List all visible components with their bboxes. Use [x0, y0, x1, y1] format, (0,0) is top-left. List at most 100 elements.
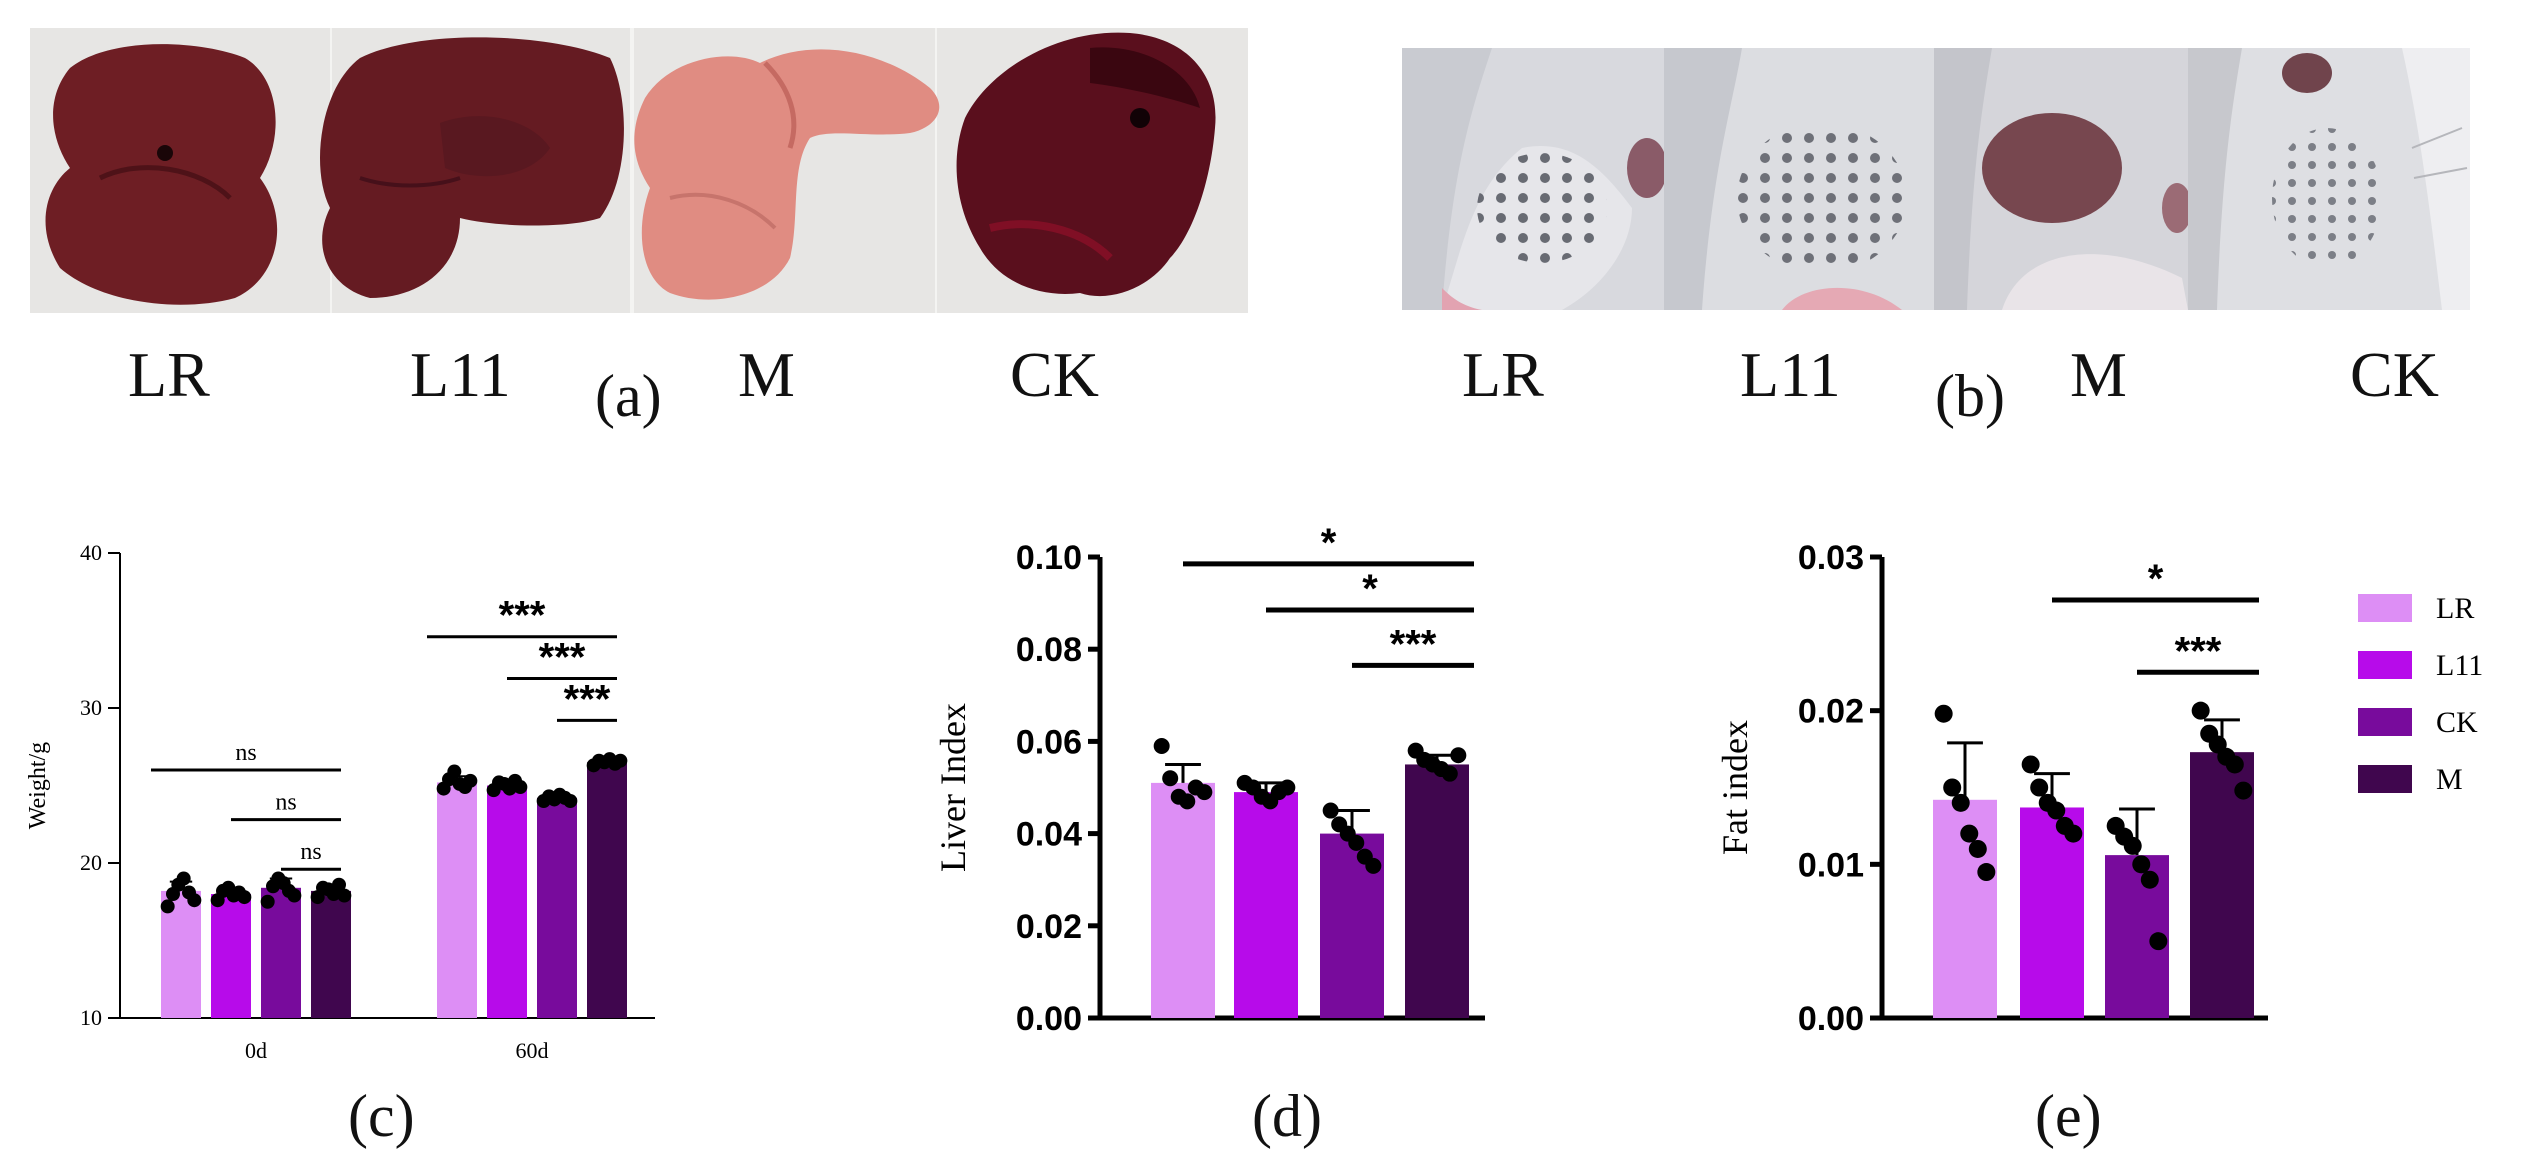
fat-L11-data-point: [2030, 778, 2049, 797]
liver-LR-bar: [1151, 782, 1215, 1018]
fat-M-data-point: [2191, 701, 2210, 720]
fat-L11-data-point: [2047, 801, 2066, 820]
liver-LR-data-point: [1179, 793, 1196, 810]
weight-60d-L11-data-point: [513, 780, 528, 795]
fat-sig-label: ***: [2175, 629, 2222, 673]
liver-label-ck: CK: [1010, 339, 1099, 410]
weight-60d-L11-bar: [487, 785, 527, 1018]
liver-photos: [30, 28, 1248, 313]
liver-LR-data-point: [1162, 770, 1179, 787]
fat-LR-data-point: [1934, 704, 1953, 723]
fat-CK-data-point: [2123, 836, 2142, 855]
liver-sig-label: *: [1362, 567, 1378, 611]
weight-ytick-label: 30: [80, 695, 102, 720]
fat-L11-data-point: [2064, 824, 2083, 843]
weight-sig-label: ***: [564, 677, 611, 721]
weight-0d-CK-data-point: [260, 894, 275, 909]
legend-label-m: M: [2436, 763, 2463, 796]
weight-ytick-label: 40: [80, 540, 102, 565]
weight-0d-CK-data-point: [287, 888, 302, 903]
weight-0d-L11-bar: [211, 894, 251, 1018]
liver-photo-lr: [45, 44, 278, 305]
fat-LR-data-point: [1960, 824, 1979, 843]
weight-60d-LR-data-point: [447, 764, 462, 779]
panel-tag-d: (d): [1252, 1083, 1322, 1149]
fat-LR-data-point: [1977, 863, 1996, 882]
fat-LR-data-point: [1951, 793, 1970, 812]
weight-60d-M-bar: [587, 762, 627, 1018]
panel-tag-c: (c): [348, 1083, 415, 1149]
weight-60d-LR-bar: [437, 782, 477, 1018]
liver-label-lr: LR: [128, 339, 210, 410]
fat-M-data-point: [2234, 781, 2253, 800]
skin-photo-m: [1934, 48, 2192, 310]
liver-photo-ck: [956, 32, 1216, 297]
fat-ytick-label: 0.00: [1798, 1000, 1864, 1038]
skin-photos: [1402, 48, 2470, 310]
weight-0d-M-data-point: [332, 877, 346, 892]
skin-photo-l11: [1664, 48, 1934, 310]
fat-ytick-label: 0.02: [1798, 693, 1864, 731]
fat-LR-data-point: [1943, 778, 1962, 797]
weight-60d-CK-bar: [537, 797, 577, 1018]
legend-label-ck: CK: [2436, 706, 2478, 739]
liver-LR-data-point: [1153, 738, 1170, 755]
weight-0d-L11-data-point: [237, 890, 252, 905]
panel-tag-b: (b): [1935, 363, 2005, 429]
liver-M-data-point: [1450, 747, 1467, 764]
liver-label-m: M: [738, 339, 795, 410]
fat-ytick-label: 0.03: [1798, 539, 1864, 577]
liver-CK-data-point: [1322, 802, 1339, 819]
liver-photo-l11: [320, 37, 624, 299]
weight-0d-M-bar: [311, 890, 351, 1018]
liver-ytick-label: 0.04: [1016, 816, 1082, 854]
skin-photo-strip: [1402, 48, 2470, 310]
panel-tag-a: (a): [595, 363, 662, 429]
weight-sig-label: ns: [235, 740, 256, 766]
skin-label-lr: LR: [1462, 339, 1544, 410]
liver-L11-bar: [1234, 792, 1298, 1018]
weight-60d-CK-data-point: [563, 794, 578, 808]
fat-y-label: Fat index: [1715, 720, 1755, 855]
liver-M-data-point: [1441, 765, 1458, 782]
weight-sig-label: ***: [499, 594, 546, 638]
weight-sig-label: ns: [300, 839, 321, 865]
legend-label-l11: L11: [2436, 649, 2483, 682]
weight-ytick-label: 20: [80, 850, 102, 875]
liver-L11-data-point: [1279, 779, 1296, 796]
liver-photo-m: [634, 49, 940, 300]
fat-CK-data-point: [2140, 870, 2159, 889]
liver-LR-data-point: [1196, 784, 1213, 801]
weight-0d-LR-data-point: [160, 899, 175, 914]
fat-LR-data-point: [1968, 839, 1987, 858]
weight-60d-M-data-point: [613, 753, 628, 768]
legend-label-lr: LR: [2436, 592, 2474, 625]
fat-CK-data-point: [2149, 932, 2168, 951]
liver-ytick-label: 0.02: [1016, 908, 1082, 946]
weight-sig-label: ***: [539, 636, 586, 680]
skin-label-l11: L11: [1740, 339, 1841, 410]
weight-xtick-label: 0d: [245, 1038, 267, 1063]
weight-0d-LR-data-point: [176, 871, 191, 886]
legend-swatch-lr: [2358, 594, 2412, 622]
liver-CK-data-point: [1365, 857, 1382, 874]
weight-y-label: Weight/g: [25, 742, 51, 829]
skin-label-ck: CK: [2350, 339, 2439, 410]
liver-ytick-label: 0.06: [1016, 723, 1082, 761]
liver-y-label: Liver Index: [933, 703, 973, 872]
skin-photo-ck: [2188, 48, 2470, 310]
liver-ytick-label: 0.00: [1016, 1000, 1082, 1038]
legend-swatch-l11: [2358, 651, 2412, 679]
fat-sig-label: *: [2148, 557, 2164, 601]
legend-swatch-m: [2358, 765, 2412, 793]
skin-label-m: M: [2070, 339, 2127, 410]
fat-M-data-point: [2225, 755, 2244, 774]
liver-ytick-label: 0.08: [1016, 631, 1082, 669]
weight-ytick-label: 10: [80, 1005, 102, 1030]
skin-photo-lr: [1402, 48, 1667, 310]
liver-M-bar: [1405, 764, 1469, 1018]
liver-label-l11: L11: [410, 339, 511, 410]
liver-CK-data-point: [1348, 834, 1365, 851]
weight-0d-CK-bar: [261, 887, 301, 1018]
